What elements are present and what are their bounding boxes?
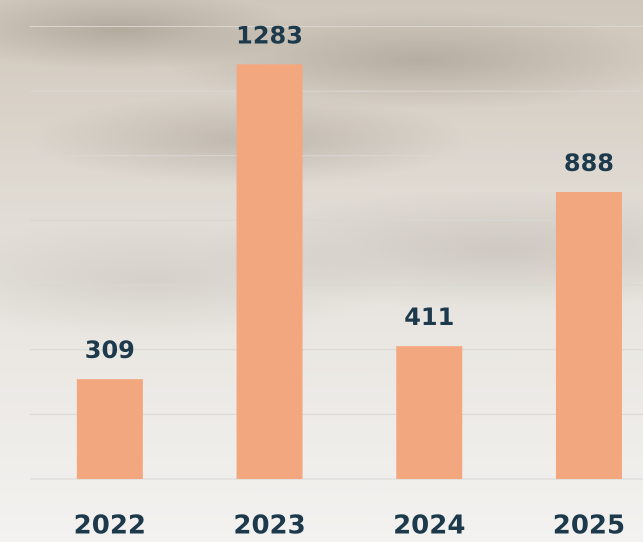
bar bbox=[555, 191, 622, 479]
value-label: 411 bbox=[404, 303, 454, 331]
value-label: 888 bbox=[564, 149, 614, 177]
value-label: 1283 bbox=[236, 21, 303, 49]
bar bbox=[236, 64, 303, 479]
value-label: 309 bbox=[85, 336, 135, 364]
x-tick-label: 2025 bbox=[553, 511, 625, 541]
x-tick-label: 2023 bbox=[233, 511, 305, 541]
bar bbox=[396, 346, 463, 479]
x-tick-label: 2024 bbox=[393, 511, 465, 541]
x-tick-label: 2022 bbox=[74, 511, 146, 541]
bar bbox=[76, 379, 143, 479]
